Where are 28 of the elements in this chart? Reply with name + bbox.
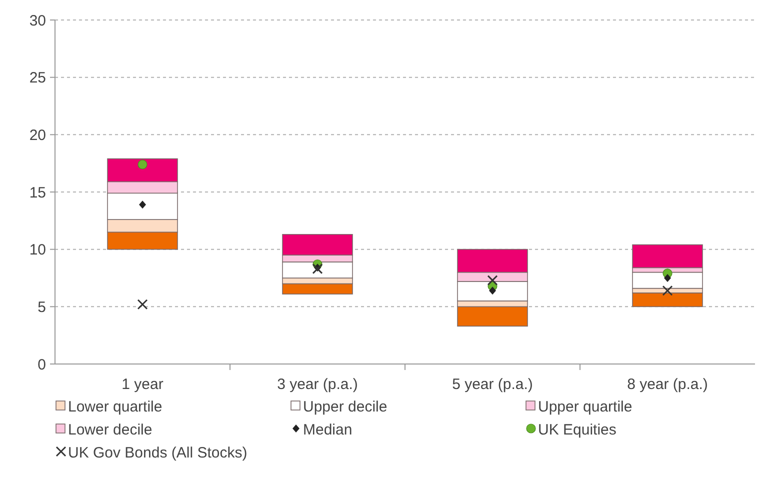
legend-label: UK Gov Bonds (All Stocks) <box>68 444 248 462</box>
y-tick-label: 15 <box>29 184 46 202</box>
legend-label: Upper decile <box>303 398 388 416</box>
bar <box>632 244 703 268</box>
point <box>138 160 148 170</box>
x-tick-label: 5 year (p.a.) <box>452 376 533 393</box>
point <box>137 299 148 310</box>
bar <box>632 292 703 308</box>
y-tick-label: 25 <box>29 70 46 87</box>
point <box>139 200 146 209</box>
y-tick-label: 20 <box>29 126 46 144</box>
y-tick-label: 10 <box>29 242 46 259</box>
legend-label: Upper quartile <box>538 398 632 416</box>
point <box>487 275 498 286</box>
point <box>664 274 671 282</box>
legend-label: Lower decile <box>68 422 152 438</box>
y-tick-label: 30 <box>29 12 46 30</box>
legend-label: UK Equities <box>538 422 616 438</box>
y-tick-label: 5 <box>38 298 46 316</box>
point <box>489 286 496 295</box>
legend-label: Median <box>303 422 352 438</box>
legend-label: Lower quartile <box>68 398 162 416</box>
y-tick-label: 0 <box>38 356 46 374</box>
x-tick-label: 8 year (p.a.) <box>627 376 708 393</box>
x-tick-label: 1 year <box>122 376 164 393</box>
point <box>662 285 673 296</box>
x-tick-label: 3 year (p.a.) <box>277 376 358 393</box>
point <box>312 264 323 274</box>
